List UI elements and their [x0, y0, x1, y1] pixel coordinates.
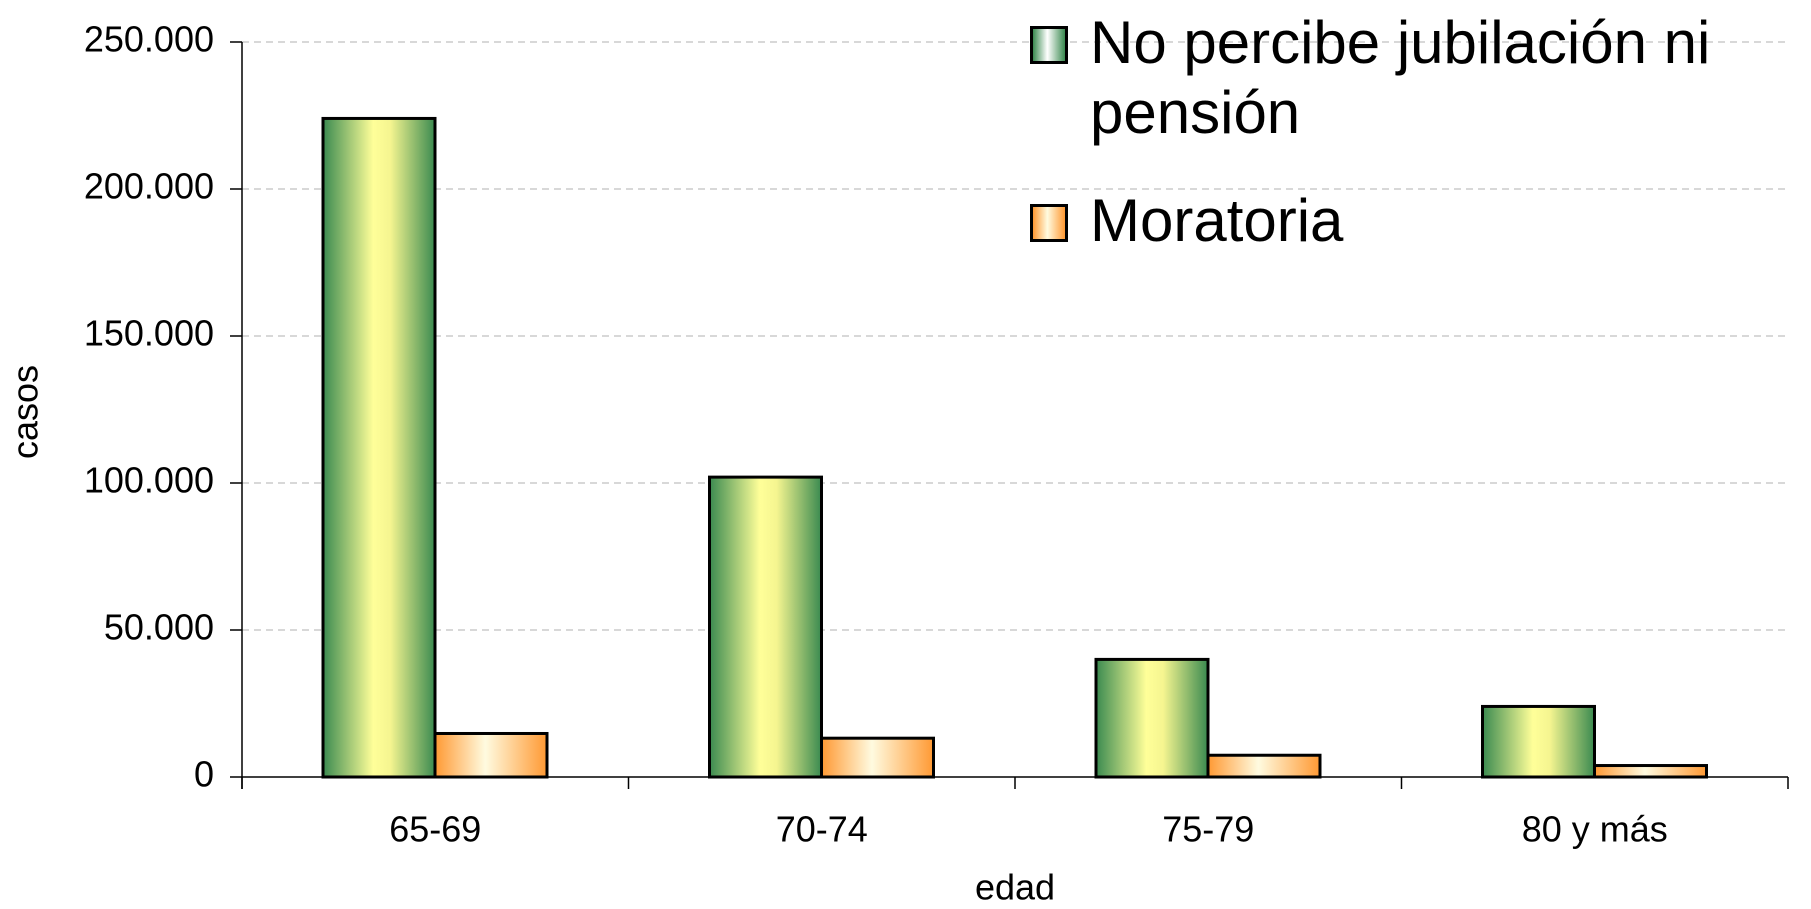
bar [708, 475, 823, 779]
y-tick-label: 50.000 [104, 607, 214, 648]
x-tick-label: 75-79 [1162, 809, 1254, 850]
x-tick-label: 80 y más [1522, 809, 1668, 850]
bar [321, 116, 437, 779]
y-tick-label: 0 [194, 754, 214, 795]
legend-label: Moratoria [1090, 187, 1344, 254]
legend-swatch [1030, 204, 1068, 242]
y-tick-label: 150.000 [84, 313, 214, 354]
bar [1593, 764, 1708, 779]
bar [1481, 704, 1596, 779]
bar [1094, 657, 1210, 779]
legend-label: No percibe jubilación ni pensión [1090, 9, 1711, 146]
legend-item: Moratoria [1030, 186, 1810, 256]
y-tick-label: 100.000 [84, 460, 214, 501]
x-tick-label: 70-74 [776, 809, 868, 850]
bar [1206, 753, 1322, 779]
bar [820, 736, 935, 779]
legend: No percibe jubilación ni pensión Moratori… [1030, 8, 1810, 294]
y-axis-title: casos [5, 365, 46, 459]
legend-item: No percibe jubilación ni pensión [1030, 8, 1810, 148]
y-tick-label: 200.000 [84, 166, 214, 207]
x-tick-label: 65-69 [389, 809, 481, 850]
y-tick-label: 250.000 [84, 19, 214, 60]
bar [433, 731, 549, 779]
legend-swatch [1030, 26, 1068, 64]
x-axis-title: edad [975, 867, 1055, 908]
